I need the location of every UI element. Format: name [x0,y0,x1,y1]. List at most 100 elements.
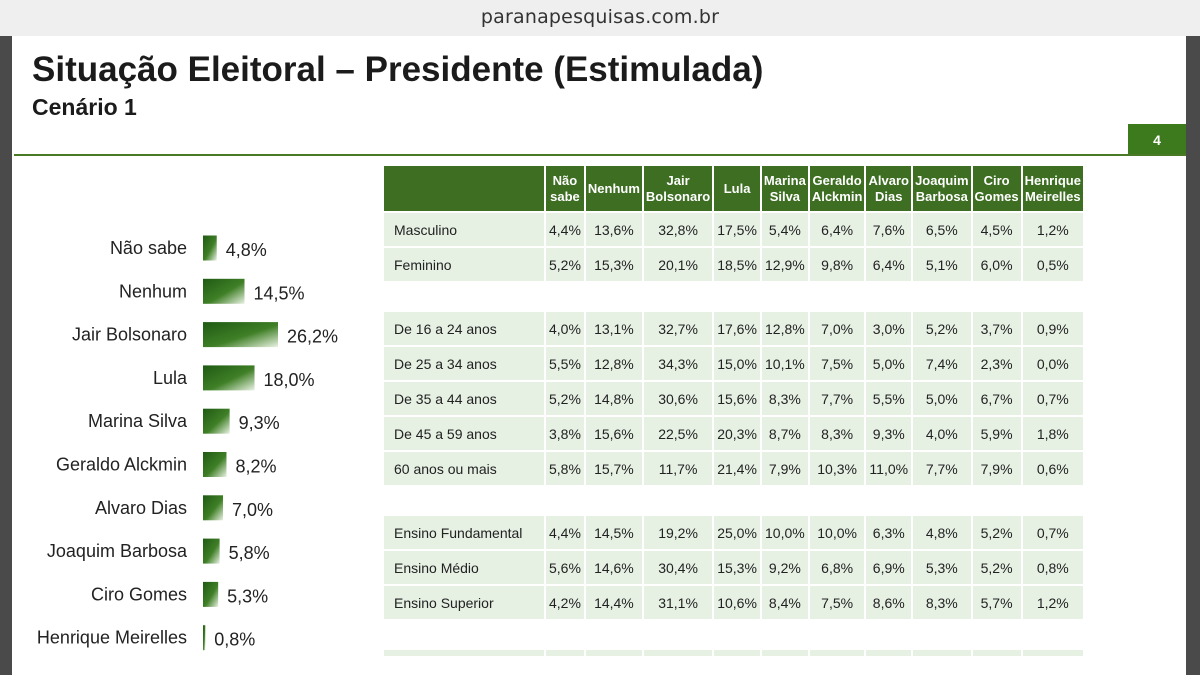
table-cell: 10,0% [809,516,865,549]
table-cell: 8,3% [913,586,971,619]
table-row: De 45 a 59 anos 3,8% 15,6% 22,5% 20,3% 8,7% 8,… [384,417,1083,450]
table-cell: 0,7% [1022,382,1083,415]
table-row: Masculino 4,4% 13,6% 32,8% 17,5% 5,4% 6,4% 7,6%… [384,213,1083,246]
bar-category-label: Henrique Meirelles [37,628,187,648]
bar [203,278,245,304]
table-cell: 5,2% [972,516,1021,549]
table-cell: 17,6% [714,312,760,345]
slide-subtitle: Cenário 1 [32,94,137,120]
bar [203,452,227,477]
table-cell: 0,5% [1022,248,1083,281]
bar-value-label: 14,5% [254,283,305,303]
row-label: De 25 a 34 anos [384,347,544,380]
table-cell: 25,0% [714,516,760,549]
crosstab-table: Não sabe Nenhum Jair Bolsonaro Lula Marina Silv… [382,164,1085,658]
slide-border-left [0,36,12,675]
bar-value-label: 4,8% [226,240,267,260]
table-cell: 5,2% [972,551,1021,584]
bar-value-label: 8,2% [235,457,276,477]
table-cell: 1,8% [1022,417,1083,450]
bar-category-label: Jair Bolsonaro [72,325,187,345]
table-cell: 1,2% [1022,586,1083,619]
table-cell: 6,0% [972,248,1021,281]
table-cell: 5,6% [546,551,584,584]
bar-category-label: Alvaro Dias [95,498,187,518]
browser-url-bar[interactable]: paranapesquisas.com.br [0,0,1200,36]
table-row: De 35 a 44 anos 5,2% 14,8% 30,6% 15,6% 8,3% 7,… [384,382,1083,415]
bar-category-label: Ciro Gomes [91,584,187,604]
table-cell: 9,8% [809,248,865,281]
bar-category-label: Marina Silva [88,411,188,431]
bar-chart: Não sabe 4,8% Nenhum 14,5% Jair Bolsonaro 26,… [12,196,382,676]
table-row-cutoff [384,650,1083,656]
table-cell: 6,3% [866,516,912,549]
table-cell: 1,2% [1022,213,1083,246]
bar-value-label: 0,8% [214,630,255,650]
table-cell: 4,4% [546,516,584,549]
slide-border-right [1186,36,1200,675]
bar [203,625,206,651]
table-cell: 5,8% [546,452,584,485]
table-row: De 25 a 34 anos 5,5% 12,8% 34,3% 15,0% 10,1% 7… [384,347,1083,380]
row-label: 60 anos ou mais [384,452,544,485]
table-cell: 3,7% [972,312,1021,345]
table-cell: 14,6% [585,551,642,584]
table-cell: 11,0% [866,452,912,485]
table-cell: 0,7% [1022,516,1083,549]
table-cell: 4,0% [913,417,971,450]
table-cell: 6,9% [866,551,912,584]
table-cell: 3,8% [546,417,584,450]
table-cell: 20,3% [714,417,760,450]
table-cell: 7,9% [972,452,1021,485]
table-cell: 10,0% [761,516,808,549]
table-row: Ensino Superior 4,2% 14,4% 31,1% 10,6% 8,4% 7,… [384,586,1083,619]
table-cell: 30,4% [643,551,713,584]
table-cell: 8,7% [761,417,808,450]
table-cell: 21,4% [714,452,760,485]
bar [203,408,230,434]
table-body: Masculino 4,4% 13,6% 32,8% 17,5% 5,4% 6,4% 7,6%… [384,213,1083,656]
column-header: Nenhum [585,166,642,211]
table-header-row: Não sabe Nenhum Jair Bolsonaro Lula Marina Silv… [384,166,1083,211]
bar [203,495,224,521]
table-row: 60 anos ou mais 5,8% 15,7% 11,7% 21,4% 7,9% 10… [384,452,1083,485]
column-header: Geraldo Alckmin [809,166,865,211]
table-cell: 0,6% [1022,452,1083,485]
table-cell: 12,9% [761,248,808,281]
table-cell: 15,6% [585,417,642,450]
table-cell: 10,3% [809,452,865,485]
table-cell: 17,5% [714,213,760,246]
bar-chart-svg: Não sabe 4,8% Nenhum 14,5% Jair Bolsonaro 26,… [37,235,338,651]
table-cell: 10,1% [761,347,808,380]
row-label: De 35 a 44 anos [384,382,544,415]
table-cell: 5,5% [546,347,584,380]
table-cell: 5,4% [761,213,808,246]
table-cell: 6,7% [972,382,1021,415]
table-cell: 5,0% [866,347,912,380]
table-cell: 4,0% [546,312,584,345]
table-cell: 7,5% [809,586,865,619]
slide-title: Situação Eleitoral – Presidente (Estimul… [32,50,764,89]
column-header: Jair Bolsonaro [643,166,713,211]
table-cell: 6,8% [809,551,865,584]
table-cell: 15,3% [714,551,760,584]
table-cell: 20,1% [643,248,713,281]
row-label: Feminino [384,248,544,281]
column-header: Lula [714,166,760,211]
table-cell: 13,6% [585,213,642,246]
table-cell: 7,0% [809,312,865,345]
table-cell: 14,5% [585,516,642,549]
table-cell: 15,3% [585,248,642,281]
column-header: Joaquim Barbosa [913,166,971,211]
table-cell: 8,3% [761,382,808,415]
table-cell: 5,2% [913,312,971,345]
bar-category-label: Nenhum [119,281,187,301]
table-cell: 10,6% [714,586,760,619]
table-cell: 32,7% [643,312,713,345]
row-label: Ensino Fundamental [384,516,544,549]
table-cell: 9,2% [761,551,808,584]
table-cell: 8,6% [866,586,912,619]
table-cell: 8,4% [761,586,808,619]
row-label: Ensino Médio [384,551,544,584]
group-spacer [384,621,1083,648]
